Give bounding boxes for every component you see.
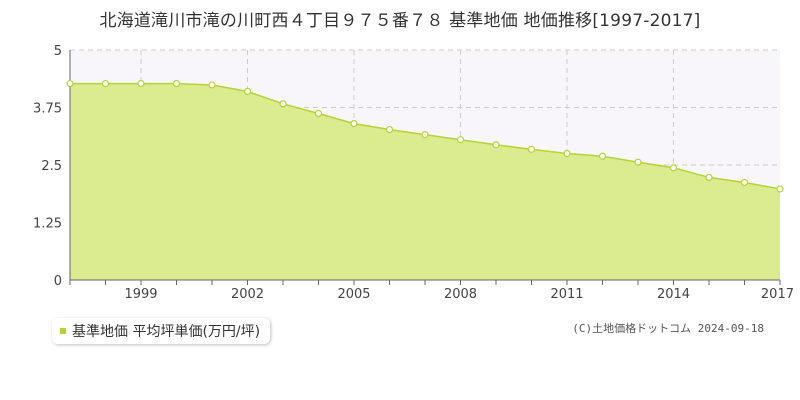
y-tick-label: 2.5 — [41, 159, 62, 174]
data-point-2017 — [776, 185, 784, 193]
data-point-2006 — [385, 125, 394, 134]
data-point-2002 — [243, 87, 252, 96]
data-point-2015 — [705, 173, 713, 182]
x-tick-label: 2005 — [337, 287, 370, 302]
data-point-2003 — [279, 100, 287, 108]
legend-marker — [60, 328, 66, 334]
data-point-2000 — [172, 79, 181, 88]
x-tick-label: 2002 — [231, 287, 264, 302]
legend-label: 基準地価 平均坪単価(万円/坪) — [72, 324, 261, 340]
data-point-2008 — [456, 136, 465, 144]
data-point-2013 — [634, 158, 642, 166]
y-tick-labels: 0 1.25 2.5 3.75 5 — [33, 44, 62, 289]
x-tick-label: 2008 — [444, 287, 477, 302]
data-point-2014 — [669, 164, 678, 172]
data-point-2012 — [598, 152, 607, 160]
data-point-2010 — [527, 145, 536, 153]
y-tick-label: 1.25 — [33, 217, 62, 232]
data-point-2007 — [421, 131, 429, 139]
axes — [69, 50, 781, 285]
x-tick-labels: 1999 2002 2005 2008 2011 2014 2017 — [124, 287, 794, 302]
data-point-1999 — [137, 79, 145, 88]
chart-title: 北海道滝川市滝の川町西４丁目９７５番７８ 基準地価 地価推移[1997-2017… — [99, 11, 701, 31]
x-tick-label: 2011 — [550, 287, 583, 302]
y-tick-label: 5 — [54, 44, 62, 59]
series-area — [70, 83, 780, 280]
y-tick-label: 3.75 — [33, 102, 62, 117]
x-tick-label: 2017 — [761, 287, 794, 302]
data-points — [66, 79, 784, 193]
data-point-2011 — [563, 149, 571, 158]
data-point-1997 — [66, 79, 74, 88]
x-tick-label: 1999 — [124, 287, 157, 302]
data-point-2009 — [492, 141, 500, 149]
copyright-text: (C)土地価格ドットコム 2024-09-18 — [572, 322, 764, 335]
data-point-2001 — [208, 81, 216, 89]
data-point-2004 — [314, 109, 323, 118]
legend: 基準地価 平均坪単価(万円/坪) — [52, 318, 271, 344]
data-point-2016 — [740, 178, 749, 187]
y-tick-label: 0 — [54, 274, 62, 289]
x-tick-label: 2014 — [657, 287, 690, 302]
data-point-1998 — [101, 79, 110, 88]
data-point-2005 — [350, 119, 358, 128]
